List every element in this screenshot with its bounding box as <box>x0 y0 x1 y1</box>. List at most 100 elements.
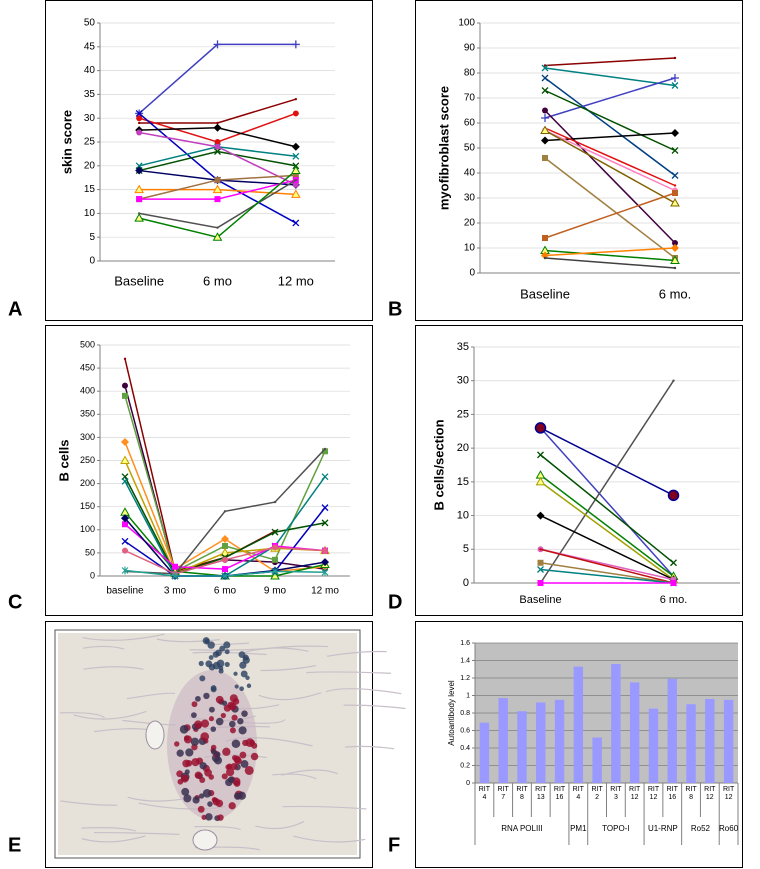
data-point <box>673 184 677 187</box>
cell <box>239 686 245 692</box>
tissue-fiber <box>126 692 176 700</box>
data-point <box>292 172 299 179</box>
data-point <box>212 184 223 194</box>
x-tick-label: Baseline <box>114 273 164 288</box>
cell <box>212 661 221 670</box>
cell <box>237 717 244 725</box>
cell <box>237 791 247 800</box>
y-tick-label: 0.2 <box>460 762 470 769</box>
data-point <box>172 563 178 570</box>
data-point <box>214 196 221 203</box>
series-line <box>544 132 676 142</box>
data-point <box>671 172 679 179</box>
panel-frame <box>415 621 743 868</box>
data-point <box>323 447 327 451</box>
cell <box>203 692 210 700</box>
y-tick-label: 0 <box>89 256 95 267</box>
y-tick-label: 15 <box>84 184 96 195</box>
y-tick-label: 450 <box>80 362 95 372</box>
panel-frame <box>45 325 373 616</box>
cell <box>225 778 233 787</box>
x-tick-label: 6 mo <box>203 273 232 288</box>
data-point <box>292 181 299 188</box>
series-line <box>544 192 676 239</box>
x-tick-label: RIT 12 <box>647 786 660 801</box>
data-point <box>541 136 549 145</box>
data-point <box>539 548 542 551</box>
cell <box>229 720 236 728</box>
y-tick-label: 20 <box>457 442 469 454</box>
data-point <box>671 129 679 137</box>
bar <box>573 666 584 783</box>
data-point <box>271 528 279 536</box>
data-point <box>121 537 129 545</box>
data-point <box>171 572 179 580</box>
series-line <box>544 77 676 177</box>
data-point <box>214 143 221 150</box>
series-line <box>544 67 676 87</box>
data-point <box>321 568 329 577</box>
group-label: TOPO-I <box>602 824 629 833</box>
tissue-fiber <box>60 712 105 719</box>
group-label: Ro52 <box>691 824 711 833</box>
y-tick-label: 70 <box>464 93 476 104</box>
y-tick-label: 0.8 <box>460 710 470 717</box>
group-label: RNA POLIII <box>501 824 542 833</box>
series-line <box>544 247 676 257</box>
y-tick-label: 0 <box>466 780 470 787</box>
tissue-fiber <box>81 835 146 843</box>
cell <box>221 773 228 780</box>
group-label: PM1 <box>570 824 587 833</box>
x-tick-label: 3 mo <box>164 586 187 597</box>
cell <box>238 726 247 735</box>
x-tick-label-box: RIT 12 <box>629 786 641 801</box>
data-point <box>123 357 127 361</box>
cell <box>250 752 259 761</box>
data-point <box>670 197 680 207</box>
cell <box>199 675 206 682</box>
cell <box>200 719 210 728</box>
data-point <box>122 392 128 399</box>
series-line <box>544 57 676 67</box>
tissue-fiber <box>293 835 366 843</box>
data-point <box>214 139 221 145</box>
y-tick-label: 500 <box>80 339 95 349</box>
cell <box>200 732 210 741</box>
data-point <box>294 97 298 101</box>
x-tick-label: RIT 12 <box>629 786 641 801</box>
cell <box>207 641 215 649</box>
x-tick-label-box: RIT 3 <box>610 786 621 801</box>
data-point <box>122 547 128 554</box>
data-point <box>122 521 128 528</box>
panel-frame <box>45 621 373 868</box>
series-line <box>540 427 674 497</box>
data-point <box>214 177 221 184</box>
data-point <box>121 477 129 485</box>
tissue-fiber <box>327 650 387 657</box>
cell <box>224 661 230 667</box>
cell <box>230 763 238 770</box>
x-tick-label: Baseline <box>519 594 561 606</box>
cell <box>199 762 207 770</box>
y-tick-label: 0 <box>469 268 475 279</box>
tissue-fiber <box>255 820 305 830</box>
x-tick-label: 12 mo <box>311 586 339 597</box>
cell <box>242 654 249 661</box>
bar <box>479 722 490 783</box>
data-point <box>121 566 129 575</box>
x-tick-label: RIT 2 <box>591 786 603 801</box>
y-tick-label: 100 <box>80 524 95 534</box>
series-line <box>544 257 676 269</box>
cell <box>198 660 204 667</box>
data-point <box>291 40 300 49</box>
series-line <box>544 89 676 152</box>
cell <box>240 760 249 768</box>
x-tick-label: 9 mo <box>264 586 287 597</box>
cell <box>179 724 189 734</box>
series-line <box>544 249 676 262</box>
data-point <box>223 510 227 513</box>
y-tick-label: 0 <box>463 577 469 589</box>
series-line <box>540 474 674 577</box>
cell <box>218 668 224 674</box>
